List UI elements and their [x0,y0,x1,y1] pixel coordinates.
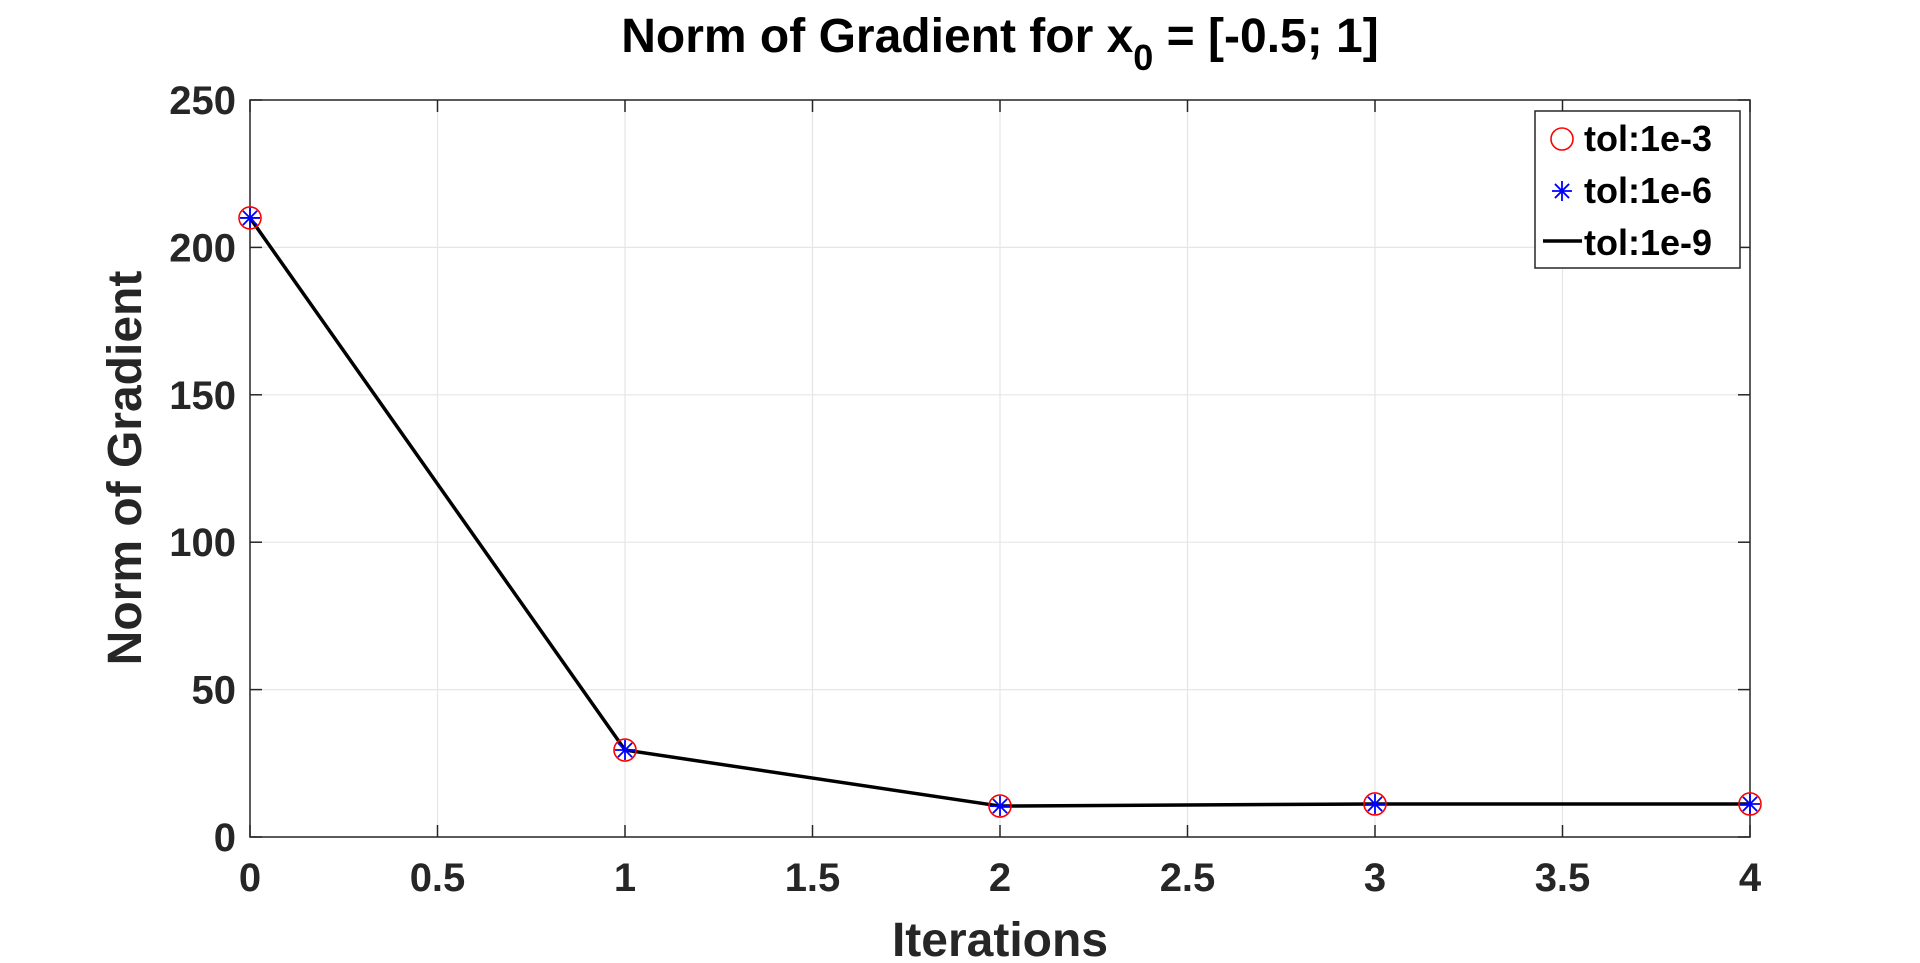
y-tick-label: 0 [214,816,236,860]
x-tick-label: 3.5 [1535,856,1591,900]
x-tick-label: 3 [1364,856,1386,900]
axis-ticks [249,99,1751,838]
y-tick-label: 150 [169,374,236,418]
y-axis-label: Norm of Gradient [99,271,152,666]
asterisk-stroke [992,798,1008,814]
series-0-markers [238,206,1762,818]
y-tick-labels: 0 50 100 150 200 250 [169,79,236,860]
legend-label: tol:1e-6 [1584,170,1712,211]
chart-title-main: Norm of Gradient for x [621,10,1133,63]
data-point-circle [613,738,637,762]
legend-item: tol:1e-3 [1550,118,1712,159]
y-tick-label: 50 [192,669,237,713]
asterisk-stroke [617,742,633,758]
data-point-asterisk [240,207,260,228]
x-tick-label: 2 [989,856,1011,900]
y-tick-label: 200 [169,226,236,270]
data-point-asterisk [1365,793,1385,814]
legend-label: tol:1e-3 [1584,118,1712,159]
asterisk-stroke [1367,796,1383,812]
asterisk-stroke [1554,183,1570,199]
x-tick-label: 1.5 [785,856,841,900]
data-point-asterisk [1740,793,1760,814]
legend-item: tol:1e-6 [1552,170,1712,211]
data-point-circle [988,794,1012,818]
legend-label: tol:1e-9 [1584,222,1712,263]
legend: tol:1e-3 tol:1e-6 tol:1e-9 [1534,110,1741,269]
x-tick-label: 0.5 [410,856,466,900]
series-layer [238,206,1762,818]
x-axis-label: Iterations [892,914,1108,963]
asterisk-stroke [1742,796,1758,812]
x-tick-label: 1 [614,856,636,900]
y-tick-label: 100 [169,521,236,565]
data-point-asterisk [615,740,635,761]
chart-title-suffix: = [-0.5; 1] [1153,10,1378,63]
asterisk-stroke [242,210,258,226]
series-1-markers [240,207,1760,817]
x-tick-label: 4 [1739,856,1762,900]
x-tick-label: 0 [239,856,261,900]
data-point-circle [1363,792,1387,816]
data-point-asterisk [990,796,1010,817]
legend-asterisk-icon [1552,181,1572,201]
y-tick-label: 250 [169,79,236,123]
chart-title-subscript: 0 [1133,37,1153,78]
chart-title: Norm of Gradient for x0 = [-0.5; 1] [621,10,1378,78]
x-tick-label: 2.5 [1160,856,1216,900]
legend-circle-icon [1550,127,1574,151]
legend-item: tol:1e-9 [1543,222,1712,263]
x-tick-labels: 0 0.5 1 1.5 2 2.5 3 3.5 4 [239,856,1762,900]
data-point-circle [238,206,262,230]
data-point-circle [1738,792,1762,816]
legend-items: tol:1e-3 tol:1e-6 tol:1e-9 [1543,118,1712,263]
